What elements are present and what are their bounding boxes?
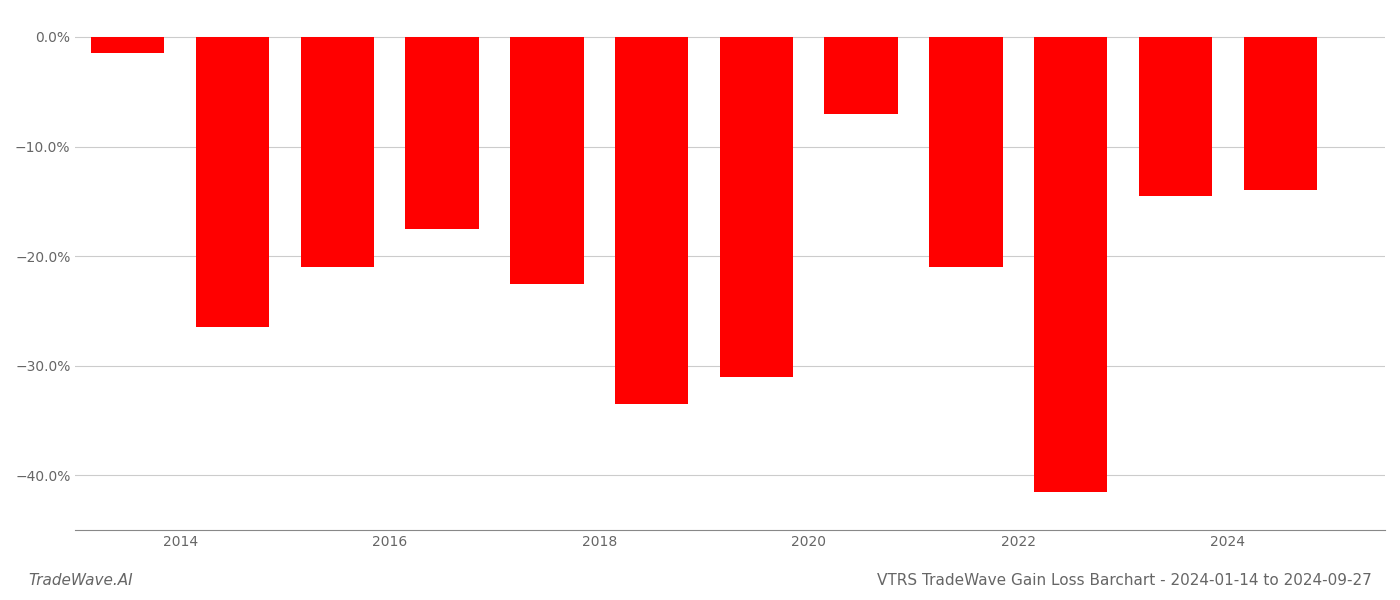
Bar xyxy=(1138,37,1212,196)
Bar xyxy=(196,37,269,328)
Bar xyxy=(615,37,689,404)
Bar xyxy=(1243,37,1317,190)
Bar xyxy=(825,37,897,113)
Bar xyxy=(301,37,374,267)
Bar xyxy=(930,37,1002,267)
Bar xyxy=(91,37,164,53)
Text: TradeWave.AI: TradeWave.AI xyxy=(28,573,133,588)
Bar xyxy=(406,37,479,229)
Bar xyxy=(510,37,584,284)
Bar xyxy=(1035,37,1107,492)
Text: VTRS TradeWave Gain Loss Barchart - 2024-01-14 to 2024-09-27: VTRS TradeWave Gain Loss Barchart - 2024… xyxy=(878,573,1372,588)
Bar xyxy=(720,37,792,377)
